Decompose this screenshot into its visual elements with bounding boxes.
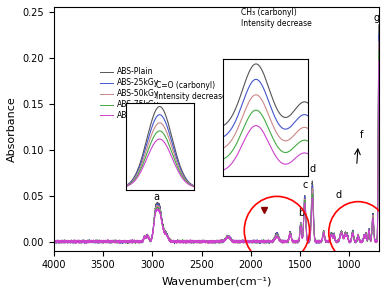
- ABS-75kGy: [133, 242, 138, 245]
- ABS-25kGy: [299, 230, 304, 234]
- ABS-50kGy: [205, 242, 210, 245]
- Text: c: c: [302, 180, 307, 190]
- Line: ABS-75kGy: ABS-75kGy: [54, 51, 379, 243]
- ABS-25kGy: [172, 242, 177, 246]
- ABS-100kGy: [51, 240, 56, 243]
- ABS-50kGy: [54, 240, 59, 243]
- ABS-75kGy: [54, 240, 59, 243]
- ABS-100kGy: [117, 242, 122, 245]
- ABS-Plain: [231, 239, 236, 243]
- ABS-Plain: [377, 23, 381, 27]
- Line: ABS-Plain: ABS-Plain: [54, 25, 379, 243]
- ABS-75kGy: [298, 230, 302, 234]
- Text: d: d: [335, 190, 341, 200]
- ABS-Plain: [54, 240, 59, 244]
- ABS-Plain: [118, 241, 122, 245]
- ABS-100kGy: [54, 239, 59, 243]
- ABS-75kGy: [231, 239, 236, 243]
- ABS-Plain: [51, 241, 56, 244]
- ABS-25kGy: [231, 238, 236, 242]
- Text: a: a: [153, 192, 159, 202]
- ABS-75kGy: [377, 49, 381, 53]
- ABS-100kGy: [299, 232, 304, 236]
- Text: b: b: [298, 208, 304, 218]
- ABS-75kGy: [254, 239, 259, 243]
- Line: ABS-100kGy: ABS-100kGy: [54, 60, 379, 243]
- ABS-50kGy: [377, 40, 381, 43]
- Y-axis label: Absorbance: Absorbance: [7, 96, 17, 162]
- Text: f: f: [360, 130, 363, 140]
- ABS-100kGy: [377, 58, 381, 62]
- ABS-50kGy: [231, 239, 236, 242]
- ABS-25kGy: [298, 229, 302, 233]
- Legend: ABS-Plain, ABS-25kGy, ABS-50kGy, ABS-75kGy, ABS-100kGy: ABS-Plain, ABS-25kGy, ABS-50kGy, ABS-75k…: [97, 64, 167, 123]
- Line: ABS-50kGy: ABS-50kGy: [54, 42, 379, 243]
- ABS-25kGy: [301, 224, 306, 228]
- ABS-25kGy: [54, 240, 59, 243]
- ABS-50kGy: [299, 230, 304, 234]
- ABS-Plain: [299, 231, 304, 234]
- ABS-100kGy: [254, 240, 259, 243]
- ABS-25kGy: [254, 239, 259, 242]
- ABS-75kGy: [299, 231, 304, 235]
- X-axis label: Wavenumber(cm⁻¹): Wavenumber(cm⁻¹): [161, 276, 272, 286]
- ABS-50kGy: [51, 239, 56, 243]
- ABS-25kGy: [51, 240, 56, 244]
- ABS-100kGy: [301, 226, 306, 230]
- ABS-50kGy: [301, 225, 306, 229]
- ABS-25kGy: [377, 33, 381, 36]
- ABS-100kGy: [231, 239, 236, 243]
- ABS-Plain: [254, 240, 259, 243]
- Text: d: d: [309, 164, 315, 174]
- ABS-50kGy: [254, 240, 259, 243]
- Text: g: g: [374, 13, 380, 23]
- Text: C=O (carbonyl)
Intensity decrease: C=O (carbonyl) Intensity decrease: [156, 81, 227, 101]
- ABS-75kGy: [301, 224, 306, 228]
- ABS-Plain: [298, 228, 302, 232]
- ABS-75kGy: [51, 239, 56, 243]
- ABS-Plain: [301, 223, 306, 226]
- ABS-50kGy: [298, 230, 302, 234]
- ABS-100kGy: [298, 231, 302, 234]
- Line: ABS-25kGy: ABS-25kGy: [54, 34, 379, 244]
- Text: CH₃ (carbonyl)
Intensity decrease: CH₃ (carbonyl) Intensity decrease: [241, 8, 312, 28]
